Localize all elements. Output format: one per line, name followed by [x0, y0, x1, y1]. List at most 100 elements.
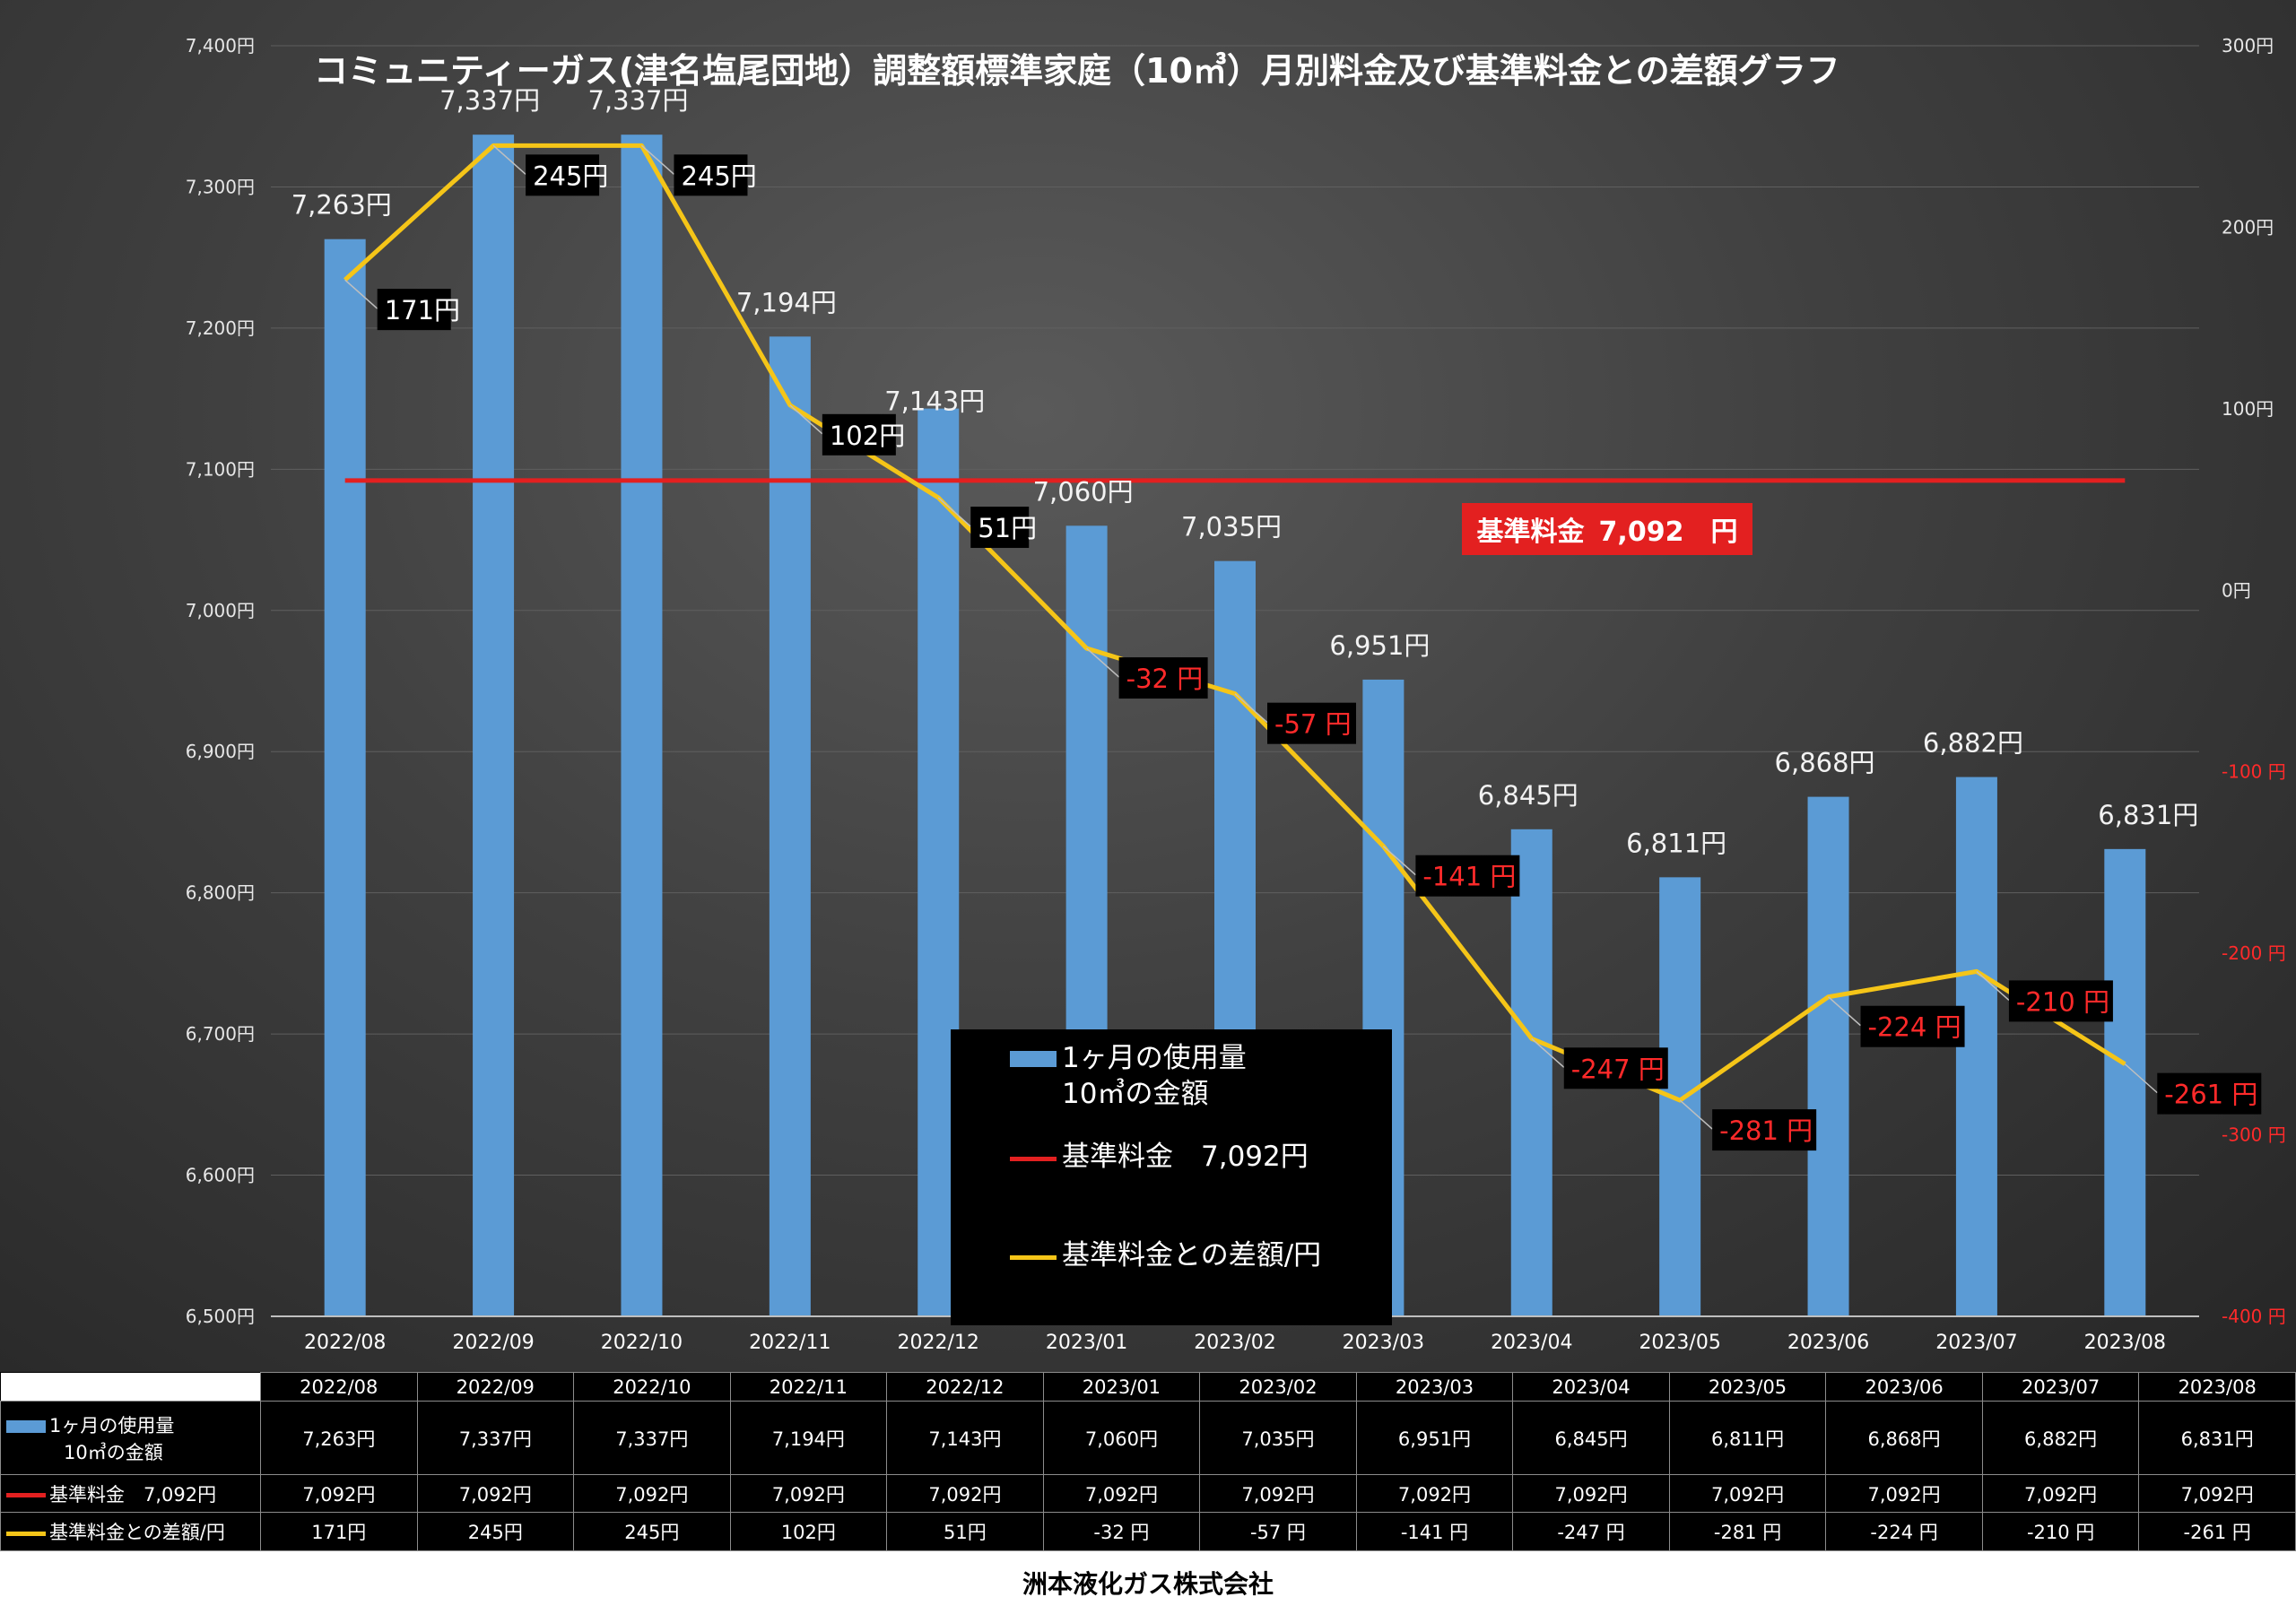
bar-label: 7,194円 [736, 287, 837, 317]
table-cell: 171円 [260, 1512, 418, 1551]
table-cell: 7,337円 [573, 1401, 731, 1475]
left-axis-tick: 7,000円 [186, 600, 255, 621]
x-category-label: 2022/10 [601, 1332, 683, 1354]
standard-rate-label: 基準料金 [1476, 516, 1585, 548]
diff-label-leader [1828, 996, 1862, 1027]
table-header-cell: 2022/08 [260, 1371, 418, 1402]
table-cell: 7,092円 [1512, 1473, 1670, 1514]
table-cell: 7,143円 [886, 1401, 1044, 1475]
right-axis-tick: -200 円 [2222, 942, 2286, 964]
table-cell: 102円 [729, 1512, 888, 1551]
table-cell: 6,831円 [2138, 1401, 2296, 1475]
x-category-label: 2023/05 [1639, 1332, 1720, 1354]
left-axis-tick: 7,300円 [186, 176, 255, 197]
label-layer: 7,263円 7,337円 7,337円 7,194円 7,143円 7,060円 7,03… [291, 85, 2262, 1151]
table-cell: -57 円 [1199, 1512, 1357, 1551]
table-header-cell: 2023/08 [2138, 1371, 2296, 1402]
table-cell: 7,035円 [1199, 1401, 1357, 1475]
table-cell: 6,868円 [1825, 1401, 1983, 1475]
table-cell: 7,092円 [260, 1473, 418, 1514]
right-axis-tick: -100 円 [2222, 761, 2286, 783]
diff-label-box [1860, 1005, 1965, 1047]
diff-label-box [526, 154, 600, 196]
table-header-cell: 2022/09 [416, 1371, 575, 1402]
diff-label-leader [1679, 1099, 1713, 1130]
diff-label-box [674, 154, 748, 196]
table-bar-swatch [6, 1419, 46, 1433]
diff-label-box [822, 413, 896, 456]
diff-label: -281 円 [1719, 1115, 1813, 1146]
bar-label: 7,337円 [439, 85, 540, 116]
left-axis-tick: 6,700円 [186, 1023, 255, 1045]
table-cell: 7,092円 [416, 1473, 575, 1514]
table-cell: -32 円 [1042, 1512, 1201, 1551]
table-row-diff-head: 基準料金との差額/円 [0, 1512, 261, 1551]
data-table: 2022/08 2022/09 2022/10 2022/11 2022/12 2023/… [0, 1371, 2296, 1551]
table-cell: -247 円 [1512, 1512, 1670, 1551]
table-cell: 7,092円 [1355, 1473, 1514, 1514]
diff-label: -224 円 [1868, 1012, 1961, 1043]
legend-standard-label: 基準料金 7,092円 [1062, 1141, 1309, 1173]
diff-label: -261 円 [2164, 1080, 2257, 1110]
diff-label-leader [1382, 846, 1416, 876]
diff-label: 245円 [681, 161, 756, 191]
diff-label-box [2157, 1072, 2262, 1115]
table-header-cell: 2023/02 [1199, 1371, 1357, 1402]
bar-label: 7,143円 [884, 386, 985, 417]
diff-label-leader [1531, 1037, 1565, 1068]
table-cell: 7,092円 [1042, 1473, 1201, 1514]
x-category-label: 2023/08 [2084, 1332, 2166, 1354]
left-axis-tick: 7,400円 [186, 35, 255, 56]
diff-label-leader [789, 404, 823, 435]
bar-label: 7,060円 [1033, 476, 1134, 507]
diff-label-box [1118, 657, 1208, 699]
diff-label-leader [2124, 1063, 2158, 1094]
left-axis-tick: 7,100円 [186, 458, 255, 480]
table-standard-swatch [6, 1493, 46, 1498]
diff-label: -57 円 [1274, 709, 1352, 740]
bar-label: 6,882円 [1923, 728, 2023, 759]
table-header-cell: 2023/04 [1512, 1371, 1670, 1402]
table-cell: -224 円 [1825, 1512, 1983, 1551]
table-cell: 7,060円 [1042, 1401, 1201, 1475]
diff-label: 51円 [978, 513, 1037, 543]
table-cell: 7,092円 [729, 1473, 888, 1514]
right-axis-tick: 0円 [2222, 579, 2251, 601]
table-diff-swatch [6, 1531, 46, 1536]
right-axis-tick: -300 円 [2222, 1124, 2286, 1146]
chart-svg: 7,263円 7,337円 7,337円 7,194円 7,143円 7,060円 7,03… [185, 35, 2286, 1354]
x-category-label: 2023/04 [1491, 1332, 1572, 1354]
x-category-label: 2023/03 [1343, 1332, 1424, 1354]
company-footer: 洲本液化ガス株式会社 [1022, 1569, 1274, 1599]
table-cell: 7,092円 [1668, 1473, 1827, 1514]
right-axis-tick: 200円 [2222, 216, 2274, 238]
table-cell: -261 円 [2138, 1512, 2296, 1551]
table-cell: -210 円 [1981, 1512, 2140, 1551]
table-cell: 7,092円 [573, 1473, 731, 1514]
bar [473, 135, 515, 1317]
diff-label-box [1563, 1047, 1668, 1089]
chart-title: コミュニティーガス(津名塩尾団地）調整額標準家庭（10㎥）月別料金及び基準料金と… [314, 51, 1840, 91]
diff-label-leader [937, 497, 971, 527]
legend-item-bar: 1ヶ月の使用量 10㎥の金額 [1010, 1040, 1247, 1112]
legend: 1ヶ月の使用量 10㎥の金額 基準料金 7,092円 基準料金との差額/円 [951, 1029, 1392, 1325]
diff-label-box [377, 289, 451, 331]
left-axis-tick: 6,800円 [186, 882, 255, 904]
axis-layer: 6,500円 6,600円 6,700円 6,800円 6,900円 7,000円 7,10… [186, 35, 2286, 1354]
diff-label-leader [492, 144, 526, 175]
legend-diff-label: 基準料金との差額/円 [1062, 1239, 1322, 1271]
diff-label: 171円 [385, 295, 460, 325]
bar-layer [324, 135, 2146, 1317]
table-cell: 7,092円 [2138, 1473, 2296, 1514]
table-header-cell: 2023/06 [1825, 1371, 1983, 1402]
diff-label-leader [1234, 693, 1268, 724]
table-cell: 245円 [416, 1512, 575, 1551]
table-cell: -141 円 [1355, 1512, 1514, 1551]
diff-label-leader [1976, 970, 2010, 1001]
table-header-cell: 2023/07 [1981, 1371, 2140, 1402]
left-axis-tick: 7,200円 [186, 317, 255, 339]
table-cell: 245円 [573, 1512, 731, 1551]
table-cell: 7,263円 [260, 1401, 418, 1475]
diff-label-leader [344, 279, 378, 309]
table-cell: 6,811円 [1668, 1401, 1827, 1475]
